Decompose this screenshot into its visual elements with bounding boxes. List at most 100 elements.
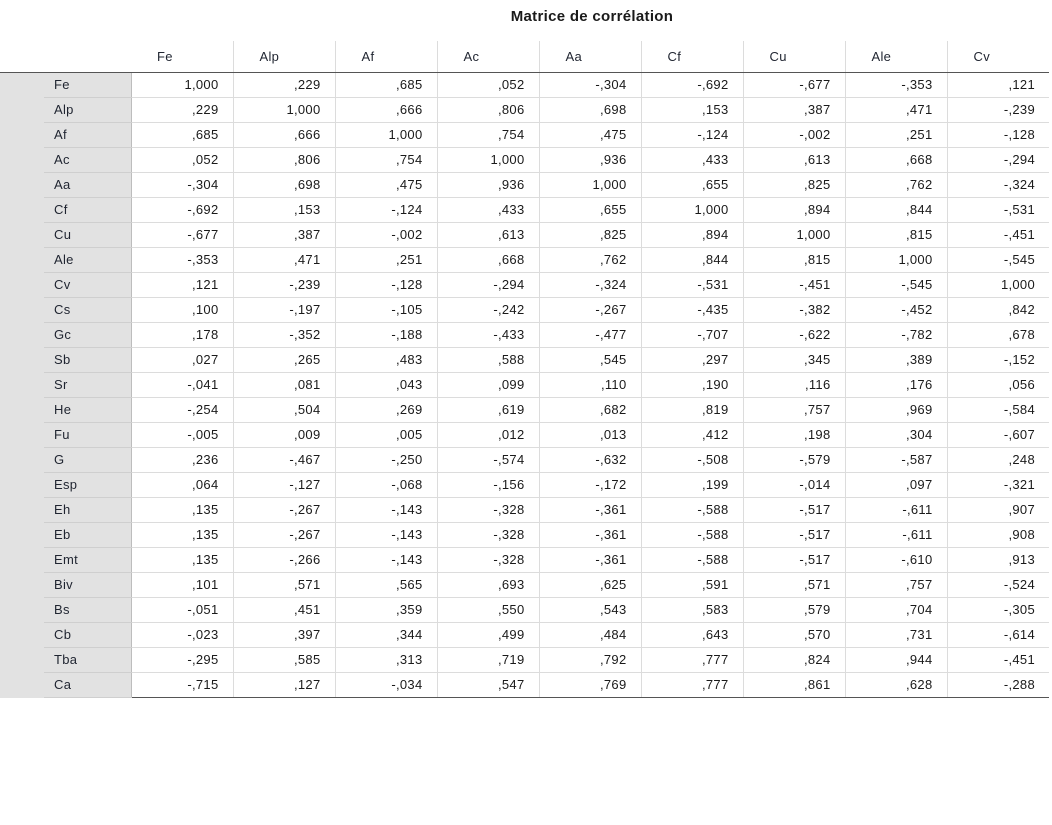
correlation-cell: ,052 xyxy=(130,147,233,173)
correlation-cell: ,655 xyxy=(538,197,641,223)
correlation-cell: ,731 xyxy=(844,622,947,648)
row-header-pad xyxy=(0,222,44,248)
row-header: Gc xyxy=(44,322,131,348)
row-header-pad xyxy=(0,247,44,273)
correlation-cell: ,484 xyxy=(538,622,641,648)
correlation-cell: ,176 xyxy=(844,372,947,398)
correlation-cell: ,908 xyxy=(946,522,1049,548)
correlation-cell: -,579 xyxy=(742,447,845,473)
correlation-cell: -,041 xyxy=(130,372,233,398)
row-header-pad xyxy=(0,647,44,673)
row-header: Ca xyxy=(44,672,131,698)
correlation-cell: -,545 xyxy=(844,272,947,298)
row-header-pad xyxy=(0,547,44,573)
correlation-cell: ,685 xyxy=(130,122,233,148)
correlation-cell: ,043 xyxy=(334,372,437,398)
row-header-pad xyxy=(0,97,44,123)
correlation-cell: -,524 xyxy=(946,572,1049,598)
table-row: Sr -,041,081,043,099,110,190,116,176,056 xyxy=(0,372,1049,398)
table-row: Ca -,715,127 -,034,547,769,777,861,628 -,28… xyxy=(0,672,1049,698)
correlation-cell: ,198 xyxy=(742,422,845,448)
row-header: Tba xyxy=(44,647,131,673)
correlation-cell: ,097 xyxy=(844,472,947,498)
table-row: Eb ,135 -,267 -,143 -,328 -,361 -,588 -,517 -,61… xyxy=(0,522,1049,548)
correlation-cell: ,844 xyxy=(640,247,743,273)
correlation-cell: ,099 xyxy=(436,372,539,398)
correlation-cell: ,116 xyxy=(742,372,845,398)
row-header-pad xyxy=(0,372,44,398)
correlation-cell: -,452 xyxy=(844,297,947,323)
correlation-cell: -,305 xyxy=(946,597,1049,623)
correlation-cell: ,777 xyxy=(640,672,743,698)
correlation-cell: ,475 xyxy=(334,172,437,198)
correlation-cell: 1,000 xyxy=(232,97,335,123)
row-header-pad xyxy=(0,122,44,148)
correlation-cell: ,313 xyxy=(334,647,437,673)
correlation-cell: ,297 xyxy=(640,347,743,373)
row-header: Cs xyxy=(44,297,131,323)
correlation-cell: -,692 xyxy=(640,72,743,98)
row-header: Emt xyxy=(44,547,131,573)
correlation-cell: ,251 xyxy=(844,122,947,148)
correlation-cell: ,005 xyxy=(334,422,437,448)
correlation-cell: ,678 xyxy=(946,322,1049,348)
correlation-cell: -,143 xyxy=(334,547,437,573)
correlation-cell: -,588 xyxy=(640,547,743,573)
table-row: G ,236 -,467 -,250 -,574 -,632 -,508 -,579 -,587… xyxy=(0,447,1049,473)
correlation-cell: ,571 xyxy=(232,572,335,598)
correlation-cell: -,433 xyxy=(436,322,539,348)
correlation-cell: -,267 xyxy=(232,522,335,548)
correlation-cell: ,471 xyxy=(844,97,947,123)
table-row: Cu -,677,387 -,002,613,825,894 1,000,815 -,4… xyxy=(0,222,1049,248)
correlation-cell: 1,000 xyxy=(436,147,539,173)
correlation-cell: -,435 xyxy=(640,297,743,323)
correlation-cell: -,127 xyxy=(232,472,335,498)
correlation-cell: ,121 xyxy=(946,72,1049,98)
correlation-cell: ,894 xyxy=(640,222,743,248)
correlation-cell: ,754 xyxy=(334,147,437,173)
column-header: Cu xyxy=(742,41,845,73)
table-row: Bs -,051,451,359,550,543,583,579,704 -,305 xyxy=(0,597,1049,623)
correlation-cell: ,248 xyxy=(946,447,1049,473)
correlation-cell: ,619 xyxy=(436,397,539,423)
row-header-pad xyxy=(0,572,44,598)
table-row: Esp ,064 -,127 -,068 -,156 -,172,199 -,014,097… xyxy=(0,472,1049,498)
correlation-cell: ,969 xyxy=(844,397,947,423)
correlation-cell: -,321 xyxy=(946,472,1049,498)
correlation-cell: -,611 xyxy=(844,522,947,548)
correlation-cell: ,013 xyxy=(538,422,641,448)
correlation-cell: -,239 xyxy=(232,272,335,298)
correlation-cell: -,324 xyxy=(538,272,641,298)
correlation-cell: ,643 xyxy=(640,622,743,648)
correlation-cell: ,815 xyxy=(844,222,947,248)
correlation-cell: ,668 xyxy=(436,247,539,273)
correlation-cell: ,571 xyxy=(742,572,845,598)
correlation-cell: ,682 xyxy=(538,397,641,423)
correlation-cell: -,353 xyxy=(844,72,947,98)
correlation-cell: ,027 xyxy=(130,347,233,373)
row-header: Af xyxy=(44,122,131,148)
correlation-cell: ,153 xyxy=(640,97,743,123)
correlation-cell: ,668 xyxy=(844,147,947,173)
table-row: Cf -,692,153 -,124,433,655 1,000,894,844 -,5… xyxy=(0,197,1049,223)
row-header: He xyxy=(44,397,131,423)
correlation-cell: 1,000 xyxy=(946,272,1049,298)
table-header: Fe Alp Af Ac Aa Cf Cu Ale Cv xyxy=(0,41,1049,73)
correlation-cell: -,324 xyxy=(946,172,1049,198)
row-header-pad xyxy=(0,622,44,648)
row-header: Sb xyxy=(44,347,131,373)
correlation-cell: -,587 xyxy=(844,447,947,473)
correlation-cell: -,782 xyxy=(844,322,947,348)
correlation-cell: ,121 xyxy=(130,272,233,298)
row-header: Cf xyxy=(44,197,131,223)
correlation-cell: ,543 xyxy=(538,597,641,623)
header-corner xyxy=(44,41,131,73)
header-row: Fe Alp Af Ac Aa Cf Cu Ale Cv xyxy=(0,41,1049,73)
correlation-cell: ,397 xyxy=(232,622,335,648)
row-header: Cv xyxy=(44,272,131,298)
correlation-cell: -,361 xyxy=(538,522,641,548)
row-header: Bs xyxy=(44,597,131,623)
correlation-cell: ,345 xyxy=(742,347,845,373)
row-header: Eb xyxy=(44,522,131,548)
correlation-cell: 1,000 xyxy=(538,172,641,198)
